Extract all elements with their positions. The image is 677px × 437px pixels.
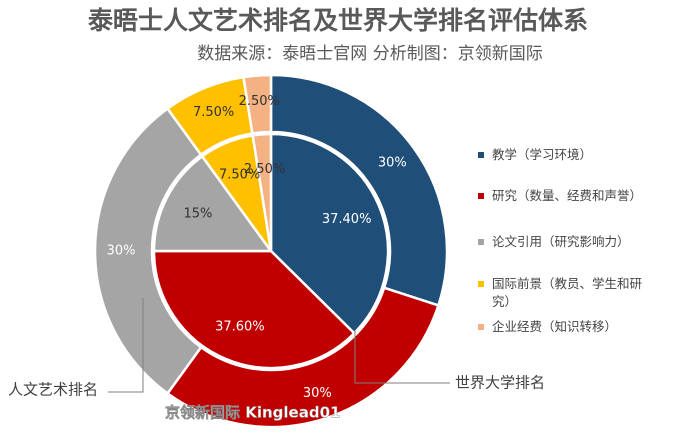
donut-slice [269, 73, 449, 307]
donut-slice [269, 132, 390, 335]
legend-label: 教学（学习环境） [492, 147, 593, 162]
slice-label: 7.50% [219, 168, 260, 183]
chart-subtitle: 数据来源：泰晤士官网 分析制图：京领新国际 [197, 44, 542, 64]
legend-swatch [478, 193, 484, 199]
slice-label: 2.50% [239, 94, 280, 109]
legend-label: 国际前景（教员、学生和研究） [492, 276, 643, 309]
legend-item: 国际前景（教员、学生和研究） [478, 275, 658, 311]
donut-slice [242, 73, 273, 135]
slice-label: 30% [303, 386, 332, 401]
series-callout: 世界大学排名 [455, 374, 545, 392]
callout-line [354, 330, 450, 384]
legend-swatch [478, 324, 484, 330]
legend-item: 论文引用（研究影响力） [478, 233, 658, 251]
donut-slice [165, 286, 440, 429]
slice-label: 30% [107, 244, 136, 259]
slice-label: 7.50% [193, 105, 234, 120]
legend-item: 研究（数量、经费和声誉） [478, 187, 658, 205]
slice-label: 15% [183, 206, 212, 221]
watermark: 京领新国际 Kinglead01 [165, 404, 340, 422]
donut-slice [93, 106, 203, 396]
legend-label: 研究（数量、经费和声誉） [492, 188, 643, 203]
slice-label: 37.40% [322, 212, 372, 227]
callout-line [108, 298, 144, 393]
slice-label: 37.60% [215, 319, 265, 334]
donut-slice [251, 132, 273, 252]
legend-label: 论文引用（研究影响力） [492, 234, 630, 249]
slice-label: 30% [378, 155, 407, 170]
chart-title: 泰晤士人文艺术排名及世界大学排名评估体系 [88, 6, 588, 35]
legend-item: 教学（学习环境） [478, 146, 658, 164]
legend-label: 企业经费（知识转移） [492, 319, 618, 334]
legend-swatch [478, 239, 484, 245]
legend-item: 企业经费（知识转移） [478, 318, 658, 336]
legend-swatch [478, 281, 484, 287]
donut-slice [152, 249, 357, 370]
slice-label: 2.50% [244, 162, 285, 177]
legend-swatch [478, 152, 484, 158]
series-callout: 人文艺术排名 [8, 381, 98, 399]
